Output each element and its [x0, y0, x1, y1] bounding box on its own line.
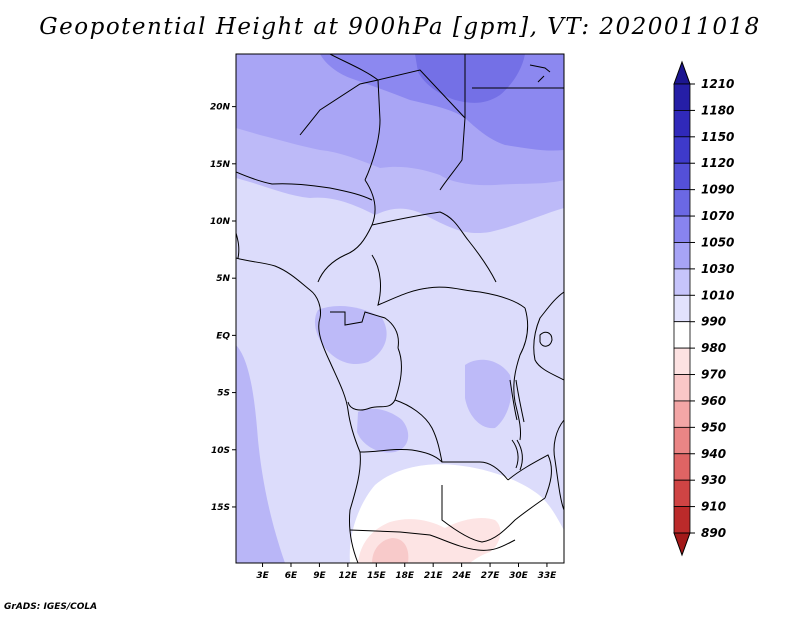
- lat-label: 5S: [217, 389, 230, 399]
- lat-label: 20N: [210, 103, 231, 113]
- colorbar-label: 940: [701, 447, 726, 461]
- map-title: Geopotential Height at 900hPa [gpm], VT:…: [39, 14, 761, 40]
- colorbar-label: 1050: [701, 235, 734, 249]
- colorbar-label: 1150: [701, 130, 734, 144]
- colorbar-label: 980: [701, 341, 726, 355]
- map-frame: [235, 53, 565, 564]
- colorbar-label: 910: [701, 500, 726, 514]
- colorbar-segment: [673, 321, 691, 349]
- latitude-axis: 20N 15N 10N 5N EQ 5S 10S 15S: [210, 103, 236, 513]
- colorbar-segment: [673, 506, 691, 534]
- colorbar-segment: [673, 268, 691, 296]
- colorbar-label: 1180: [701, 103, 734, 117]
- colorbar-label: 1090: [701, 183, 734, 197]
- colorbar-label: 960: [701, 394, 726, 408]
- colorbar-segment: [673, 83, 691, 111]
- colorbar-segment: [673, 189, 691, 217]
- colorbar-label: 1030: [701, 262, 734, 276]
- field-band-1030-gabon: [314, 306, 387, 365]
- lake-victoria: [539, 331, 553, 347]
- lon-label: 9E: [313, 571, 326, 581]
- lake-tanganyika: [509, 379, 525, 423]
- border-mali-algeria: [299, 79, 379, 136]
- lon-label: 12E: [339, 571, 359, 581]
- border-angola-zambia-west: [359, 448, 443, 463]
- height-field: [236, 54, 564, 563]
- colorbar-segment: [673, 479, 691, 507]
- lon-label: 30E: [509, 571, 529, 581]
- colorbar-top-triangle: [673, 60, 691, 85]
- colorbar-segment: [673, 294, 691, 323]
- border-gabon-congo: [330, 311, 399, 349]
- longitude-axis: 3E 6E 9E 12E 15E 18E 21E 24E 27E 30E 33E: [256, 563, 557, 581]
- lon-label: 3E: [256, 571, 269, 581]
- colorbar-label: 990: [701, 315, 726, 329]
- colorbar-segment: [673, 215, 691, 243]
- colorbar-segment: [673, 136, 691, 164]
- colorbar-segment: [673, 162, 691, 191]
- border-car-congo: [371, 254, 526, 309]
- colorbar-label: 1010: [701, 288, 734, 302]
- border-sahel-north: [236, 171, 373, 201]
- coast-red-sea: [529, 64, 551, 83]
- boundaries: [236, 54, 564, 563]
- colorbar: 1210 1180 1150 1120 1090 1070 1050 1030 1010 990 9…: [673, 60, 734, 557]
- colorbar-segment: [673, 426, 691, 455]
- lon-label: 15E: [367, 571, 387, 581]
- border-niger-mali: [329, 54, 381, 181]
- field-band-1030-east: [465, 359, 512, 429]
- colorbar-label: 1070: [701, 209, 734, 223]
- colorbar-segment: [673, 374, 691, 402]
- colorbar-segment: [673, 347, 691, 375]
- lon-label: 18E: [395, 571, 415, 581]
- colorbar-label: 970: [701, 368, 726, 382]
- field-band-1030-angola: [357, 408, 409, 453]
- border-great-lakes: [513, 307, 529, 441]
- lat-label: 10S: [211, 446, 230, 456]
- colorbar-label: 1120: [701, 156, 734, 170]
- colorbar-segment: [673, 400, 691, 428]
- lat-label: EQ: [216, 331, 230, 341]
- grads-credit: GrADS: IGES/COLA: [4, 602, 98, 612]
- west-coastline: [236, 257, 361, 563]
- lon-label: 33E: [538, 571, 558, 581]
- lon-label: 6E: [285, 571, 298, 581]
- field-band-1090-core: [415, 54, 525, 103]
- border-east-africa: [533, 291, 564, 381]
- border-mozambique: [553, 419, 564, 511]
- border-drc-angola-east: [394, 399, 509, 481]
- border-zambia-south: [441, 485, 546, 543]
- lat-label: 15S: [211, 503, 230, 513]
- lat-label: 5N: [216, 274, 230, 284]
- border-nigeria-cameroon: [317, 179, 376, 283]
- border-car-chad: [371, 211, 497, 283]
- lon-label: 24E: [452, 571, 472, 581]
- border-namibia-botswana: [349, 529, 516, 551]
- border-malawi-mozambique: [507, 454, 552, 499]
- colorbar-label: 890: [701, 526, 726, 540]
- colorbar-segment: [673, 453, 691, 481]
- lat-label: 10N: [210, 217, 231, 227]
- field-band-1030-west: [236, 345, 285, 563]
- colorbar-label: 930: [701, 473, 726, 487]
- lake-malawi: [511, 439, 523, 471]
- colorbar-segment: [673, 110, 691, 138]
- lon-label: 27E: [481, 571, 501, 581]
- colorbar-label: 1210: [701, 77, 734, 91]
- border-drc-angola-north: [347, 347, 402, 411]
- colorbar-label: 950: [701, 420, 726, 434]
- field-band-970: [372, 538, 409, 563]
- lat-label: 15N: [210, 160, 231, 170]
- lon-label: 21E: [424, 571, 444, 581]
- colorbar-segment: [673, 242, 691, 270]
- colorbar-bottom-triangle: [673, 532, 691, 557]
- border-niger-libya: [377, 69, 466, 119]
- border-chad-sudan: [439, 54, 466, 191]
